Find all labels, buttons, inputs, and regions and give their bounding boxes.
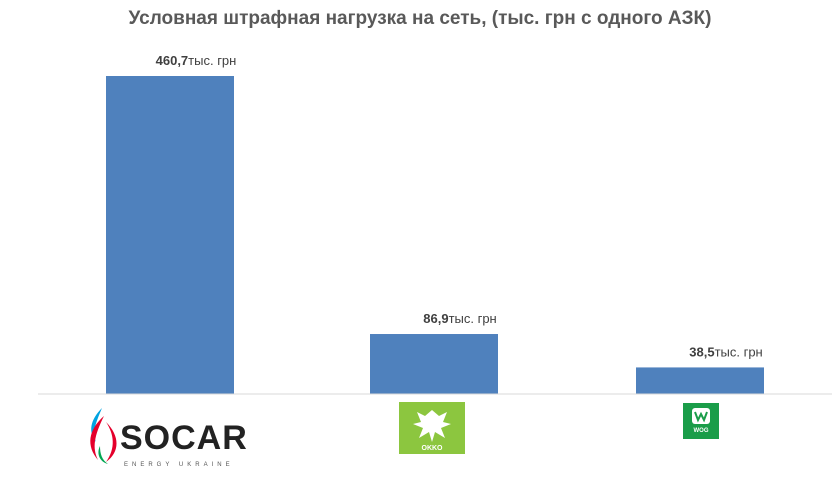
socar-flame-icon [90,408,117,464]
data-label-value: 38,5 [689,344,714,359]
data-label-unit: тыс. грн [715,344,763,359]
data-label-socar: 460,7тыс. грн [156,53,237,68]
data-label-okko: 86,9тыс. грн [423,311,497,326]
bar-socar [106,76,234,394]
socar-tagline: ENERGY UKRAINE [124,462,234,468]
chart-title: Условная штрафная нагрузка на сеть, (тыс… [128,8,712,29]
data-label-wog: 38,5тыс. грн [689,344,763,359]
okko-wordmark: OKKO [421,445,443,452]
wog-emblem-icon [692,408,710,424]
data-label-value: 86,9 [423,311,448,326]
okko-griffin-icon [413,410,451,442]
wog-wordmark: WOG [693,428,709,434]
socar-wordmark: SOCAR [120,419,248,457]
data-label-value: 460,7 [156,53,189,68]
data-label-unit: тыс. грн [449,311,497,326]
bar-wog [636,367,764,394]
data-label-unit: тыс. грн [188,53,236,68]
okko-logo: OKKO [399,402,465,454]
bars-layer [106,76,764,394]
bar-okko [370,334,498,394]
wog-logo: WOG [683,403,719,439]
socar-logo: SOCAR ENERGY UKRAINE [84,404,249,476]
